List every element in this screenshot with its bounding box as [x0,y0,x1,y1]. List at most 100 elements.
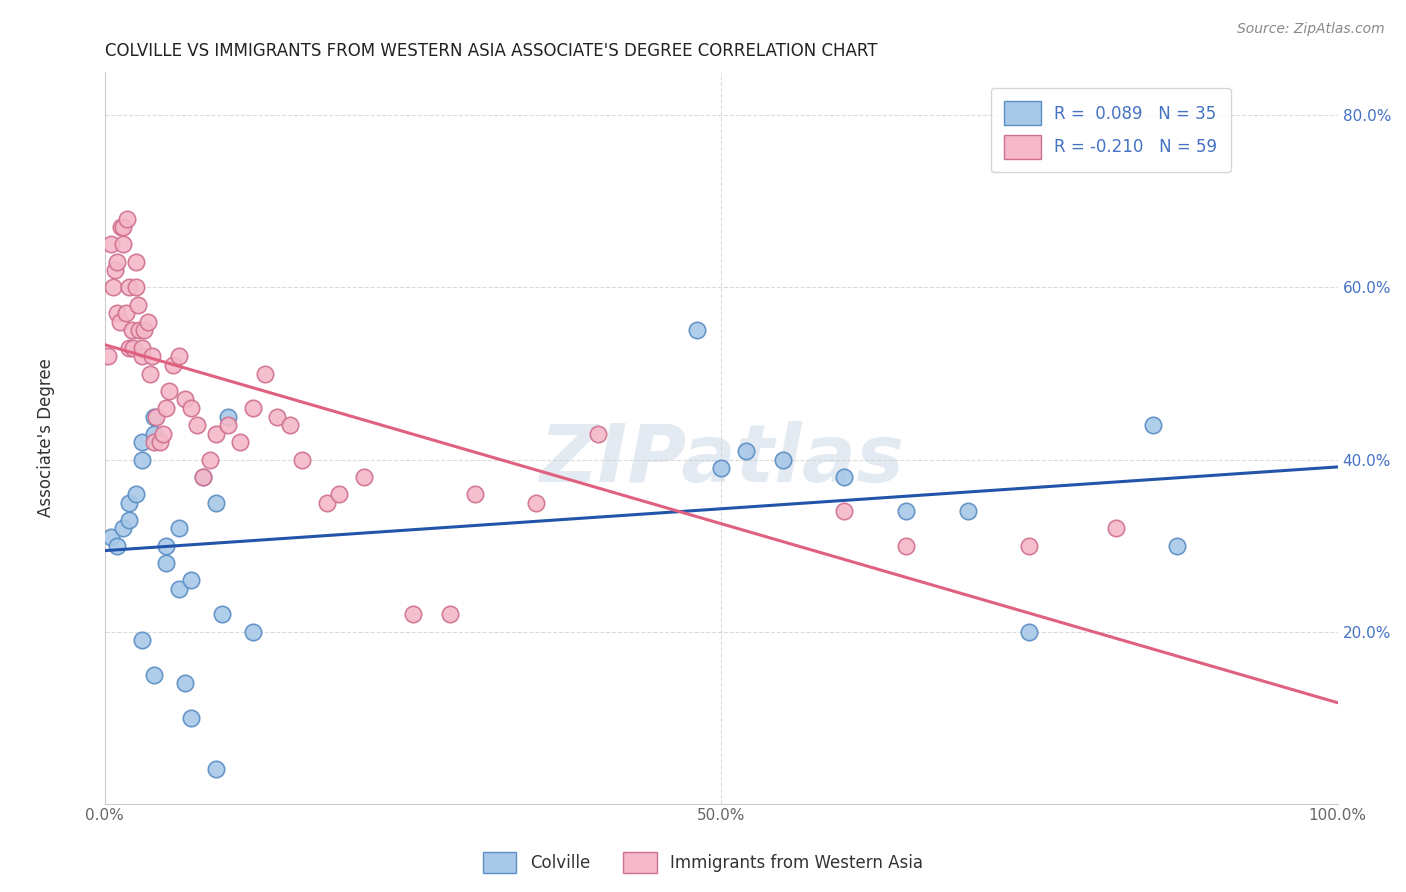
Point [118,341,141,355]
Point [122,341,145,355]
Point [734,444,756,458]
Point [167,582,190,596]
Point [118,280,141,294]
Point [112,521,135,535]
Point [103,263,125,277]
Point [110,220,132,235]
Point [253,367,276,381]
Point [131,452,153,467]
Point [115,211,138,226]
Point [291,452,314,467]
Point [180,573,202,587]
Point [180,710,202,724]
Point [155,539,177,553]
Point [118,513,141,527]
Point [173,392,195,407]
Point [124,280,146,294]
Point [118,495,141,509]
Point [229,435,252,450]
Point [167,521,190,535]
Point [145,409,167,424]
Point [136,315,159,329]
Point [103,280,125,294]
Point [108,315,131,329]
Point [105,254,128,268]
Point [242,401,264,415]
Point [124,487,146,501]
Point [204,762,226,776]
Point [143,426,166,441]
Text: ZIPatlas: ZIPatlas [538,421,904,499]
Point [894,539,917,553]
Point [100,237,122,252]
Point [198,452,221,467]
Point [97,349,120,363]
Point [128,324,150,338]
Point [186,418,208,433]
Point [131,633,153,648]
Point [173,676,195,690]
Point [112,220,135,235]
Point [353,469,375,483]
Point [155,401,177,415]
Point [266,409,288,424]
Point [204,495,226,509]
Point [834,469,856,483]
Point [155,556,177,570]
Point [193,469,215,483]
Point [143,409,166,424]
Point [956,504,979,518]
Point [278,418,301,433]
Legend: Colville, Immigrants from Western Asia: Colville, Immigrants from Western Asia [477,846,929,880]
Point [141,349,163,363]
Point [834,504,856,518]
Point [211,607,233,622]
Point [114,306,136,320]
Point [328,487,350,501]
Point [105,306,128,320]
Point [121,324,143,338]
Text: COLVILLE VS IMMIGRANTS FROM WESTERN ASIA ASSOCIATE'S DEGREE CORRELATION CHART: COLVILLE VS IMMIGRANTS FROM WESTERN ASIA… [104,42,877,60]
Point [1018,539,1040,553]
Text: Source: ZipAtlas.com: Source: ZipAtlas.com [1237,22,1385,37]
Point [242,624,264,639]
Point [217,418,239,433]
Point [193,469,215,483]
Point [1018,624,1040,639]
Point [586,426,609,441]
Point [167,349,190,363]
Point [315,495,337,509]
Point [131,435,153,450]
Point [439,607,461,622]
Point [1142,418,1164,433]
Point [131,341,153,355]
Point [894,504,917,518]
Point [402,607,425,622]
Text: Associate's Degree: Associate's Degree [38,359,55,517]
Point [127,298,149,312]
Point [180,401,202,415]
Point [157,384,180,398]
Point [149,435,172,450]
Point [143,667,166,681]
Point [112,237,135,252]
Point [772,452,794,467]
Point [124,254,146,268]
Point [217,409,239,424]
Point [1105,521,1128,535]
Point [1166,539,1188,553]
Point [131,349,153,363]
Point [464,487,486,501]
Point [143,435,166,450]
Point [100,530,122,544]
Legend: R =  0.089   N = 35, R = -0.210   N = 59: R = 0.089 N = 35, R = -0.210 N = 59 [991,88,1230,172]
Point [134,324,156,338]
Point [685,324,707,338]
Point [152,426,174,441]
Point [710,461,733,475]
Point [105,539,128,553]
Point [204,426,226,441]
Point [162,358,184,372]
Point [524,495,547,509]
Point [139,367,162,381]
